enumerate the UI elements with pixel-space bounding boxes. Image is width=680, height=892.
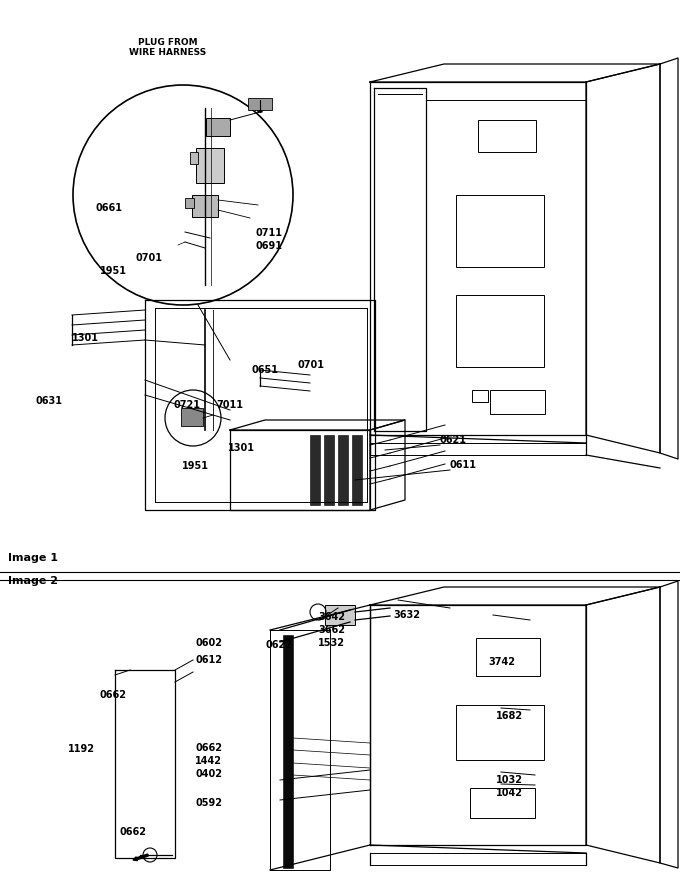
Bar	[456, 705, 544, 760]
Bar	[478, 120, 536, 152]
Text: 0612: 0612	[195, 655, 222, 665]
Text: 1301: 1301	[228, 443, 255, 453]
Bar	[310, 435, 320, 505]
Text: 3642: 3642	[318, 612, 345, 622]
Bar	[456, 295, 544, 367]
Text: 7011: 7011	[216, 400, 243, 410]
Text: 1192: 1192	[68, 744, 95, 754]
Text: 0602: 0602	[195, 638, 222, 648]
Bar	[472, 390, 488, 402]
Text: 0661: 0661	[95, 203, 122, 213]
Bar	[338, 435, 348, 505]
Text: 0621: 0621	[440, 435, 467, 445]
Text: 3742: 3742	[488, 657, 515, 667]
Text: 0691: 0691	[255, 241, 282, 251]
Text: 0662: 0662	[195, 743, 222, 753]
Text: 1532: 1532	[318, 638, 345, 648]
Bar	[456, 195, 544, 267]
Text: 0622: 0622	[265, 640, 292, 650]
Bar	[490, 390, 545, 414]
Text: 1442: 1442	[195, 756, 222, 766]
Bar	[470, 788, 535, 818]
Text: 1301: 1301	[72, 333, 99, 343]
Bar	[192, 195, 218, 217]
Text: 0721: 0721	[174, 400, 201, 410]
Bar	[352, 435, 362, 505]
Text: 1682: 1682	[496, 711, 523, 721]
Bar	[196, 148, 224, 183]
Text: 3632: 3632	[393, 610, 420, 620]
Text: 0651: 0651	[252, 365, 279, 375]
Text: 3662: 3662	[318, 625, 345, 635]
Circle shape	[73, 85, 293, 305]
FancyArrow shape	[133, 854, 148, 861]
Text: 0611: 0611	[450, 460, 477, 470]
Text: 1951: 1951	[182, 461, 209, 471]
Text: 0701: 0701	[136, 253, 163, 263]
Text: 0631: 0631	[35, 396, 62, 406]
Bar	[190, 152, 198, 164]
Bar	[248, 98, 272, 110]
Text: 0402: 0402	[195, 769, 222, 779]
Bar	[283, 635, 293, 868]
Bar	[185, 198, 194, 208]
Bar	[206, 118, 230, 136]
FancyArrow shape	[256, 104, 264, 112]
Text: 1032: 1032	[496, 775, 523, 785]
Bar	[476, 638, 540, 676]
Text: Image 2: Image 2	[8, 576, 58, 586]
Text: Image 1: Image 1	[8, 553, 58, 563]
Text: 0711: 0711	[255, 228, 282, 238]
Bar	[325, 605, 355, 625]
Text: 1042: 1042	[496, 788, 523, 798]
Text: 0662: 0662	[120, 827, 147, 837]
Text: 0701: 0701	[297, 360, 324, 370]
Text: 1951: 1951	[100, 266, 127, 276]
Bar	[181, 408, 203, 426]
Text: 0662: 0662	[100, 690, 127, 700]
Text: 0592: 0592	[195, 798, 222, 808]
Text: PLUG FROM
WIRE HARNESS: PLUG FROM WIRE HARNESS	[129, 38, 207, 57]
Bar	[324, 435, 334, 505]
